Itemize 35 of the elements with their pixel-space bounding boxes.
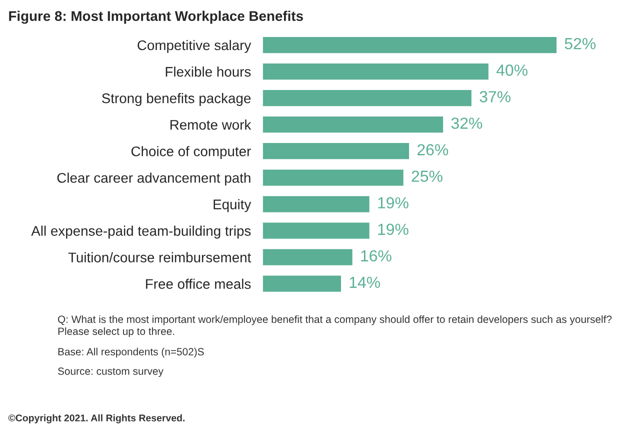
- source-note: Source: custom survey: [58, 367, 164, 377]
- data-label: 25%: [412, 170, 442, 182]
- data-label: 52%: [564, 38, 596, 50]
- y-tick-label: Clear career advancement path: [57, 172, 250, 186]
- bar: [262, 221, 371, 240]
- data-label: 40%: [496, 64, 528, 76]
- bar: [262, 88, 473, 108]
- chart-title: Figure 8: Most Important Workplace Benefits: [9, 10, 303, 24]
- bar: [262, 36, 558, 54]
- data-label: 19%: [378, 224, 408, 235]
- bar: [262, 142, 410, 161]
- bar: [262, 115, 444, 134]
- data-label: 19%: [378, 197, 408, 208]
- data-label: 26%: [417, 144, 448, 156]
- bar: [262, 194, 371, 214]
- bar: [262, 62, 490, 81]
- bar: [262, 274, 342, 294]
- data-label: 37%: [480, 91, 510, 102]
- text: Q: What is the most important work/employee benefit that a company should offer to retain developers such as yourself? Please select up to three.: [58, 315, 612, 338]
- y-tick-label: Choice of computer: [131, 146, 251, 160]
- y-tick-label: Tuition/course reimbursement: [68, 252, 252, 262]
- data-label: 16%: [361, 250, 392, 262]
- y-tick-label: Equity: [214, 199, 252, 212]
- bar: [262, 248, 354, 267]
- y-tick-label: Remote work: [170, 120, 252, 130]
- y-tick-label: Strong benefits package: [102, 93, 251, 106]
- text: Base: All respondents (n=502)S: [58, 348, 204, 358]
- data-label: 32%: [451, 118, 482, 129]
- y-tick-label: Competitive salary: [138, 40, 252, 53]
- bar: [262, 168, 405, 188]
- y-tick-label: All expense-paid team-building trips: [31, 226, 251, 239]
- data-label: 14%: [350, 276, 380, 288]
- y-tick-label: Free office meals: [146, 278, 251, 289]
- y-tick-label: Flexible hours: [166, 66, 251, 77]
- text: ©Copyright 2021. All Rights Reserved.: [8, 414, 185, 424]
